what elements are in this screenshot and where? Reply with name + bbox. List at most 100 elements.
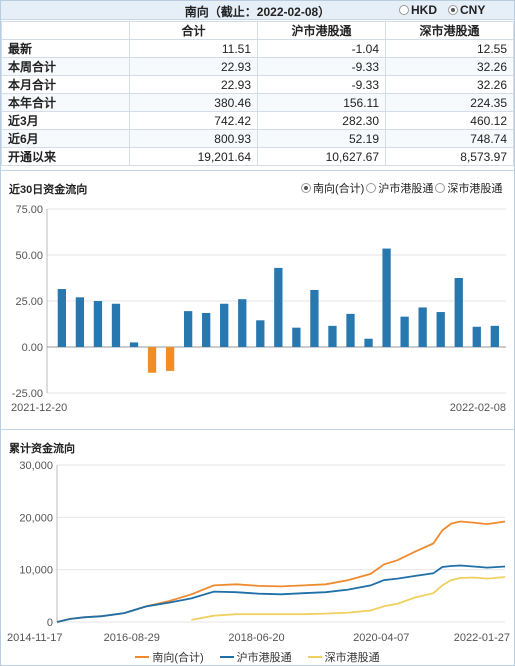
table-row: 本月合计 22.93 -9.33 32.26 (1, 75, 514, 94)
y-tick-label: -25.00 (12, 388, 43, 400)
row-label: 开通以来 (1, 147, 130, 166)
bar (400, 316, 409, 347)
currency-cny-option[interactable]: CNY (448, 3, 485, 17)
radio-selected-icon[interactable] (301, 183, 311, 193)
column-header: 合计 (129, 21, 258, 40)
table-cell: 10,627.67 (257, 147, 386, 166)
table-cell: 32.26 (385, 75, 514, 94)
column-header (1, 21, 130, 40)
bar (292, 327, 301, 347)
series-line (191, 576, 506, 621)
bar (220, 303, 229, 347)
y-tick-label: 20,000 (19, 512, 53, 524)
chart-legend: 南向(合计) 沪市港股通 深市港股通 (1, 649, 514, 665)
table-cell: 22.93 (129, 57, 258, 76)
flow-bar-chart: 75.00 50.00 25.00 0.00 -25.00 2021-12-20 2022-… (11, 204, 506, 414)
row-label: 近6月 (1, 129, 130, 148)
y-tick-label: 30,000 (19, 460, 53, 472)
divider (1, 170, 514, 171)
option-total-label: 南向(合计) (313, 183, 365, 195)
bar (274, 267, 283, 347)
bar (436, 312, 445, 347)
table-cell: 11.51 (129, 39, 258, 58)
table-cell: 742.42 (129, 111, 258, 130)
table-cell: 800.93 (129, 129, 258, 148)
table-cell: 19,201.64 (129, 147, 258, 166)
table-cell: 748.74 (385, 129, 514, 148)
table-cell: 12.55 (385, 39, 514, 58)
y-tick-label: 25.00 (15, 296, 43, 308)
bar (93, 301, 103, 347)
bar (111, 303, 121, 347)
currency-cny-label: CNY (460, 3, 486, 17)
header-bar: 南向（截止：2022-02-08） HKD CNY (1, 1, 514, 20)
bar (238, 299, 247, 347)
bar (382, 248, 391, 347)
legend-label: 深市港股通 (324, 652, 380, 664)
bar (256, 320, 265, 347)
legend-swatch (307, 656, 322, 658)
cumulative-line-chart: 30,000 20,000 10,000 0 2014-11-17 2016-08-29 2… (7, 460, 510, 644)
option-total[interactable]: 南向(合计) (301, 180, 364, 196)
bar (364, 338, 373, 347)
legend-item[interactable]: 南向(合计) (135, 649, 204, 665)
option-shenzhen[interactable]: 深市港股通 (435, 180, 502, 196)
table-cell: 156.11 (257, 93, 386, 112)
divider (1, 429, 514, 430)
table-row: 本周合计 22.93 -9.33 32.26 (1, 57, 514, 76)
bar (75, 297, 85, 347)
table-cell: 8,573.97 (385, 147, 514, 166)
x-tick-label: 2018-06-20 (228, 632, 284, 644)
table-cell: -1.04 (257, 39, 386, 58)
bar (129, 342, 139, 347)
row-label: 本年合计 (1, 93, 130, 112)
y-tick-label: 0 (47, 617, 53, 629)
table-row: 最新 11.51 -1.04 12.55 (1, 39, 514, 58)
radio-icon[interactable] (399, 5, 409, 15)
legend-swatch (219, 656, 234, 658)
radio-icon[interactable] (435, 183, 446, 193)
option-shanghai-label: 沪市港股通 (378, 183, 434, 195)
bar (57, 289, 67, 347)
table-cell: 32.26 (385, 57, 514, 76)
option-shenzhen-label: 深市港股通 (447, 183, 503, 195)
legend-item[interactable]: 深市港股通 (307, 649, 380, 665)
currency-hkd-option[interactable]: HKD (399, 3, 437, 17)
option-shanghai[interactable]: 沪市港股通 (366, 180, 433, 196)
x-tick-label: 2016-08-29 (104, 632, 160, 644)
legend-label: 南向(合计) (152, 652, 204, 664)
bar (472, 326, 481, 347)
radio-icon[interactable] (366, 183, 377, 193)
table-row: 近3月 742.42 282.30 460.12 (1, 111, 514, 130)
flow-section-title: 近30日资金流向 (9, 184, 88, 196)
x-tick-label: 2022-01-27 (454, 632, 510, 644)
table-cell: 224.35 (385, 93, 514, 112)
page-title: 南向（截止：2022-02-08） (184, 5, 331, 19)
x-tick-label: 2014-11-17 (7, 632, 62, 644)
x-start-label: 2021-12-20 (11, 402, 67, 414)
y-tick-label: 50.00 (15, 250, 43, 262)
legend-item[interactable]: 沪市港股通 (219, 649, 292, 665)
x-end-label: 2022-02-08 (450, 402, 506, 414)
y-tick-label: 75.00 (15, 204, 43, 216)
y-tick-label: 0.00 (22, 342, 43, 354)
bar (165, 347, 175, 371)
legend-label: 沪市港股通 (236, 652, 292, 664)
table-row: 近6月 800.93 52.19 748.74 (1, 129, 514, 148)
row-label: 最新 (1, 39, 130, 58)
bar (490, 325, 499, 347)
table-cell: 22.93 (129, 75, 258, 94)
x-tick-label: 2020-04-07 (353, 632, 409, 644)
column-header: 深市港股通 (385, 21, 514, 40)
table-cell: -9.33 (257, 75, 386, 94)
table-row: 开通以来 19,201.64 10,627.67 8,573.97 (1, 147, 514, 166)
series-line (56, 564, 506, 623)
radio-selected-icon[interactable] (448, 5, 458, 15)
table-cell: 460.12 (385, 111, 514, 130)
cumulative-section-title: 累计资金流向 (9, 443, 75, 455)
table-cell: 380.46 (129, 93, 258, 112)
y-tick-label: 10,000 (19, 565, 53, 577)
table-cell: 52.19 (257, 129, 386, 148)
bar (310, 289, 319, 347)
